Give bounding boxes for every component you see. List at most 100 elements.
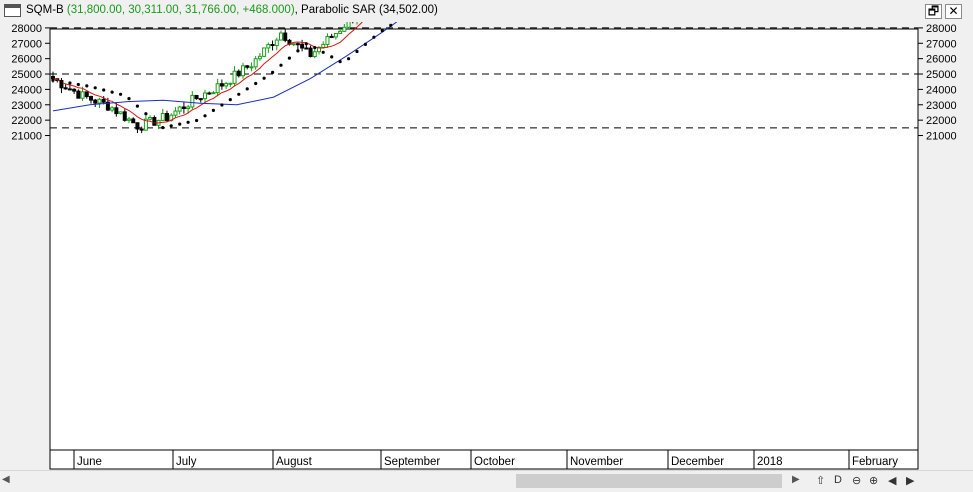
sar-dot [372, 35, 376, 39]
sar-dot [195, 118, 199, 123]
candle-body [329, 35, 334, 38]
sar-dot [321, 50, 325, 54]
candle-body [253, 58, 258, 68]
chart-title: SQM-B (31,800.00, 30,311.00, 31,766.00, … [26, 4, 438, 16]
zoom-out-icon[interactable]: ⊖ [852, 475, 862, 487]
candle-body [308, 47, 313, 58]
sar-dot [152, 119, 156, 123]
close-button[interactable]: ✕ [945, 4, 962, 19]
y-tick-label-right: 22000 [926, 115, 957, 127]
candle-body [80, 91, 85, 99]
candle-body [173, 110, 178, 116]
x-tick-label: July [176, 456, 197, 468]
scroll-left-button[interactable]: ◀ [2, 474, 10, 485]
sar-dot [262, 76, 266, 80]
pan-left-icon[interactable]: ◀ [888, 475, 897, 487]
candle-body [203, 92, 207, 100]
candle-body [342, 26, 347, 32]
sar-dot [228, 98, 232, 102]
y-tick-label-left: 22000 [11, 115, 42, 127]
candle-body [241, 65, 245, 77]
candle-body [181, 106, 186, 110]
sar-dot [389, 23, 393, 27]
candle-body [279, 32, 283, 41]
y-tick-label-right: 25000 [926, 69, 957, 81]
sar-dot [76, 82, 80, 87]
sar-dot [119, 92, 123, 96]
candle-body [274, 39, 279, 47]
candle-body [194, 94, 199, 100]
candle-body [198, 98, 203, 101]
sar-dot [169, 124, 173, 128]
sar-dot [355, 49, 359, 54]
sar-dot [68, 81, 72, 85]
sar-dot [135, 104, 139, 108]
candle-body [186, 106, 191, 110]
sar-dot [296, 49, 300, 53]
candle-body [84, 91, 89, 98]
indicator-label: Parabolic SAR (34,502.00) [301, 4, 438, 16]
candle-body [139, 128, 144, 131]
y-tick-label-left: 26000 [11, 54, 42, 66]
y-tick-label-left: 27000 [11, 38, 42, 50]
window-icon [4, 4, 21, 17]
sar-dot [347, 57, 351, 61]
sar-dot [203, 114, 207, 118]
candle-body [67, 88, 72, 91]
candle-body [110, 107, 115, 111]
sar-dot [51, 78, 55, 82]
x-tick-label: September [384, 456, 440, 468]
candle-body [101, 98, 106, 103]
horizontal-scrollbar[interactable]: ◀ ▶ ⇧ D ⊖ ⊕ ◀ ▶ [0, 470, 973, 492]
plot-area [49, 28, 919, 451]
y-tick-label-right: 21000 [926, 131, 957, 143]
sar-dot [330, 55, 334, 59]
candle-body [257, 55, 262, 60]
candle-body [72, 88, 77, 92]
ohlc-values: (31,800.00, 30,311.00, 31,766.00, +468.0… [66, 4, 295, 16]
candle-body [207, 92, 212, 95]
x-tick-label: December [671, 456, 724, 468]
restore-button[interactable]: 🗗 [925, 4, 942, 19]
x-tick-label: June [77, 456, 102, 468]
y-tick-label-right: 24000 [926, 84, 957, 96]
scroll-right-button[interactable]: ▶ [792, 474, 800, 485]
candle-body [76, 90, 81, 99]
y-tick-label-left: 28000 [11, 23, 42, 35]
candle-body [236, 70, 241, 77]
y-tick-label-right: 28000 [926, 23, 957, 35]
candle-body [131, 118, 136, 124]
x-axis-band [49, 449, 919, 470]
sar-dot [102, 88, 106, 92]
candle-body [232, 70, 237, 84]
period-button[interactable]: D [834, 474, 842, 486]
zoom-in-icon[interactable]: ⊕ [869, 475, 879, 487]
candle-body [219, 83, 224, 87]
candle-body [333, 32, 338, 38]
cursor-control-icon[interactable]: ⇧ [816, 475, 826, 487]
candle-body [89, 96, 93, 101]
sar-dot [279, 63, 283, 67]
x-tick-label: November [570, 456, 623, 468]
candle-body [224, 82, 229, 87]
sar-dot [287, 56, 291, 60]
sar-dot [186, 120, 190, 124]
sar-dot [85, 84, 89, 88]
candle-body [51, 75, 55, 80]
scroll-thumb[interactable] [516, 474, 782, 488]
candle-body [245, 65, 250, 68]
sar-dot [178, 122, 182, 126]
candle-body [338, 30, 343, 34]
candle-body [143, 118, 148, 131]
y-tick-label-right: 27000 [926, 38, 957, 50]
candle-body [211, 92, 216, 95]
candle-body [105, 101, 110, 111]
sar-dot [363, 42, 367, 46]
candle-body [93, 99, 98, 104]
sar-dot [220, 103, 224, 107]
candle-body [321, 43, 326, 48]
restore-icon: 🗗 [927, 4, 940, 18]
candle-body [249, 66, 254, 69]
pan-right-icon[interactable]: ▶ [906, 475, 915, 487]
x-tick-label: August [276, 456, 313, 468]
